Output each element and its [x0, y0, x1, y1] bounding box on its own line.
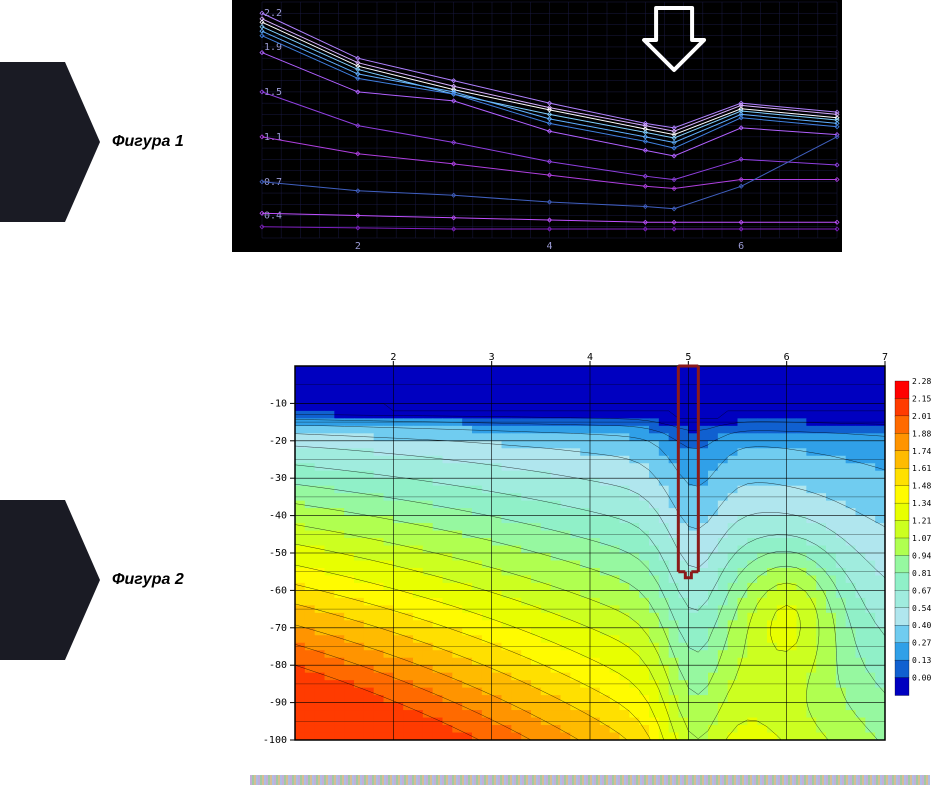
chart-1-line-plot: 0.40.71.11.51.92.2246 — [232, 0, 842, 257]
svg-text:4: 4 — [587, 352, 593, 363]
svg-text:1.61: 1.61 — [912, 464, 931, 473]
svg-text:0.40: 0.40 — [912, 621, 931, 630]
svg-text:4: 4 — [547, 241, 553, 252]
svg-text:-30: -30 — [269, 473, 287, 484]
svg-text:0.81: 0.81 — [912, 569, 931, 578]
svg-text:2.01: 2.01 — [912, 412, 931, 421]
svg-text:-70: -70 — [269, 623, 287, 634]
svg-text:-100: -100 — [263, 735, 287, 745]
svg-text:0.54: 0.54 — [912, 604, 931, 613]
svg-text:1.74: 1.74 — [912, 447, 931, 456]
svg-text:0.4: 0.4 — [264, 211, 282, 222]
figure-1-side-marker: Фигура 1 — [0, 62, 184, 222]
svg-text:-50: -50 — [269, 548, 287, 559]
svg-text:-10: -10 — [269, 398, 287, 409]
svg-text:5: 5 — [685, 352, 691, 363]
svg-text:0.67: 0.67 — [912, 586, 931, 595]
svg-text:1.88: 1.88 — [912, 429, 931, 438]
svg-text:-60: -60 — [269, 585, 287, 596]
svg-text:1.07: 1.07 — [912, 534, 931, 543]
svg-text:3: 3 — [489, 352, 495, 363]
svg-text:2: 2 — [390, 352, 396, 363]
figure-1-label: Фигура 1 — [112, 133, 184, 151]
svg-text:2.15: 2.15 — [912, 394, 931, 403]
svg-text:0.27: 0.27 — [912, 639, 931, 648]
chart-2-heatmap: 2 3 4 5 6 7 -10 -20 -30 -40 -50 -60 -70 -80 -90 -100 2.2… — [250, 350, 940, 750]
svg-text:-20: -20 — [269, 436, 287, 447]
arrow-block — [0, 62, 100, 222]
noise-strip — [250, 775, 930, 785]
arrow-block — [0, 500, 100, 660]
svg-text:1.48: 1.48 — [912, 482, 931, 491]
figure-2-label: Фигура 2 — [112, 571, 184, 589]
svg-text:-80: -80 — [269, 660, 287, 671]
svg-text:1.21: 1.21 — [912, 517, 931, 526]
svg-text:6: 6 — [784, 352, 790, 363]
svg-text:7: 7 — [882, 352, 888, 363]
svg-text:-40: -40 — [269, 511, 287, 522]
svg-text:0.00: 0.00 — [912, 674, 931, 683]
svg-text:2: 2 — [355, 241, 361, 252]
svg-text:6: 6 — [738, 241, 744, 252]
svg-text:1.34: 1.34 — [912, 499, 931, 508]
svg-text:-90: -90 — [269, 698, 287, 709]
figure-2-side-marker: Фигура 2 — [0, 500, 184, 660]
svg-text:0.13: 0.13 — [912, 656, 931, 665]
svg-text:2.28: 2.28 — [912, 377, 931, 386]
svg-text:0.94: 0.94 — [912, 551, 931, 560]
svg-text:2.2: 2.2 — [264, 8, 282, 19]
